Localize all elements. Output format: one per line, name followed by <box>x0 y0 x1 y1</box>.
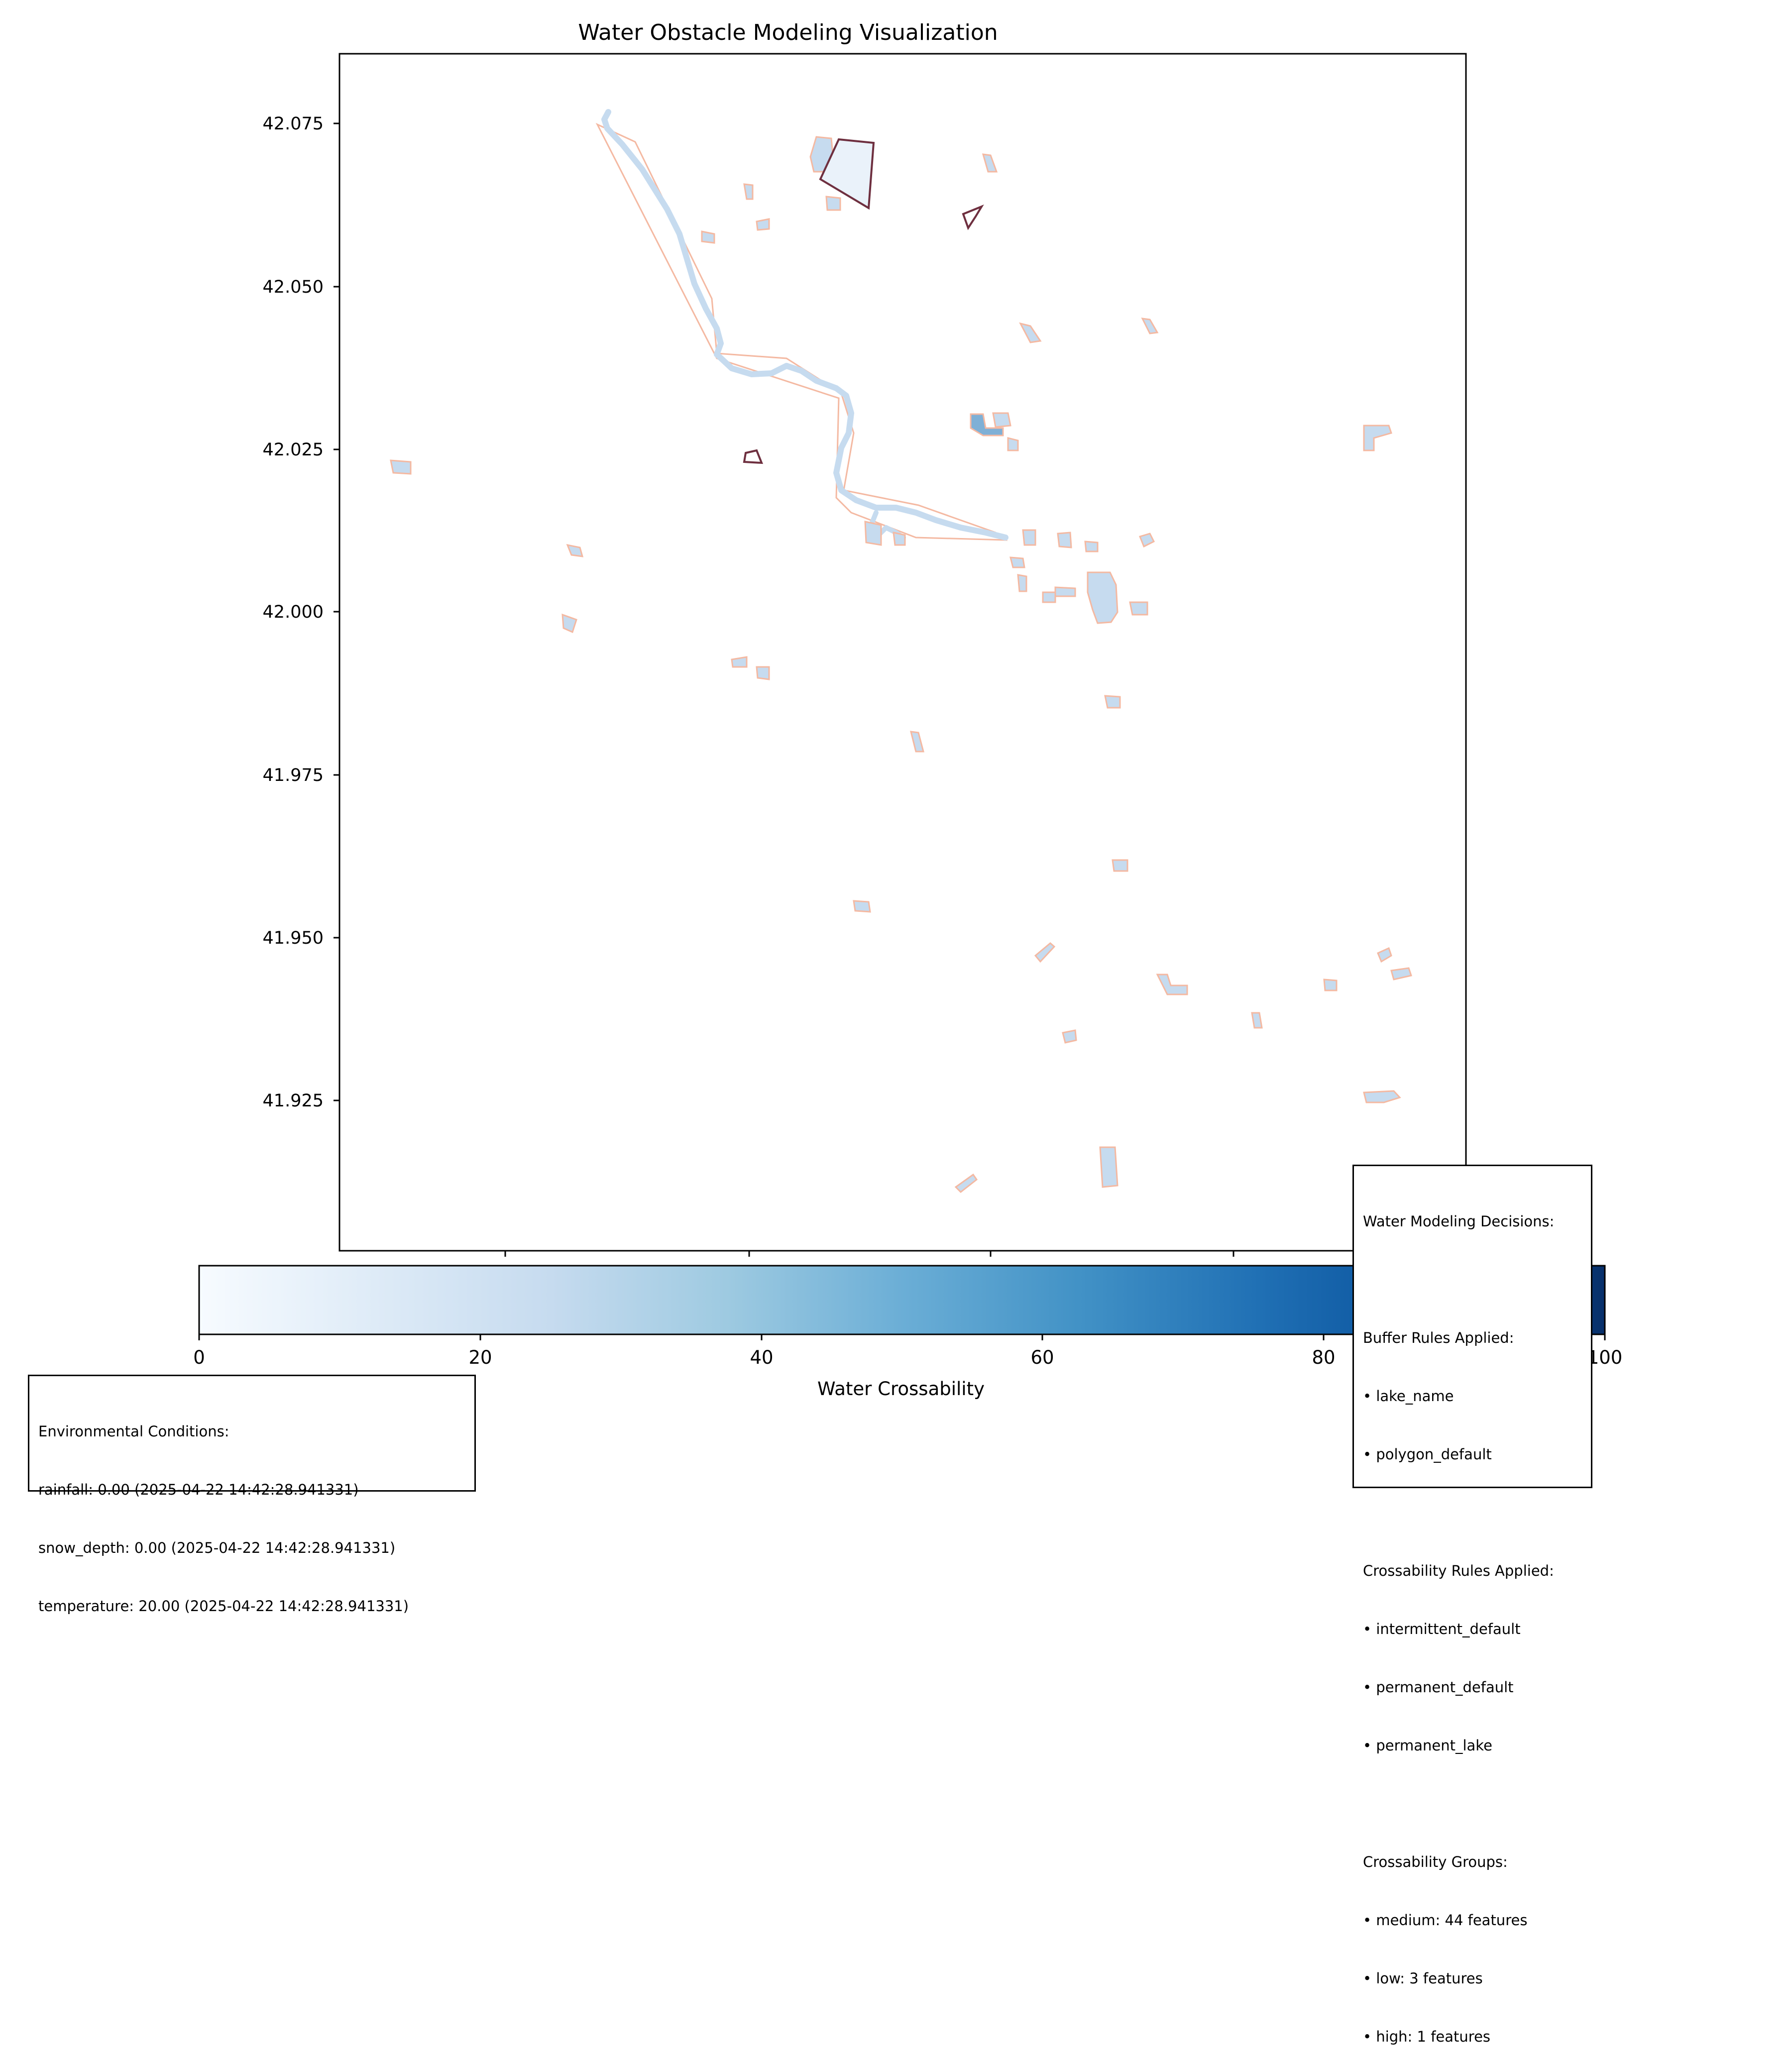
y-tick-label: 42.025 <box>263 440 324 460</box>
crossability-groups-heading: Crossability Groups: <box>1363 1853 1508 1870</box>
water-feature <box>566 544 584 557</box>
water-modeling-decisions-box: Water Modeling Decisions: Buffer Rules A… <box>1352 1165 1592 2045</box>
water-feature <box>1323 979 1338 991</box>
water-feature <box>1007 437 1019 451</box>
env-line-snow-depth: snow_depth: 0.00 (2025-04-22 14:42:28.94… <box>38 1539 396 1556</box>
colorbar-tick-label: 100 <box>1587 1347 1623 1368</box>
colorbar-label: Water Crossability <box>817 1378 985 1400</box>
crossability-rule-item: • permanent_default <box>1363 1679 1514 1696</box>
colorbar-tick-label: 20 <box>468 1347 492 1368</box>
y-tick-label: 41.950 <box>263 928 324 948</box>
map-area[interactable] <box>338 53 1467 1252</box>
y-tick-label: 42.050 <box>263 277 324 297</box>
water-feature <box>1054 586 1076 597</box>
buffer-rule-item: • lake_name <box>1363 1388 1454 1405</box>
water-feature <box>1377 947 1392 963</box>
water-feature <box>756 666 770 680</box>
crossability-group-item: • high: 1 features <box>1363 2028 1491 2045</box>
colorbar-tick-label: 0 <box>193 1347 205 1368</box>
crossability-rule-item: • intermittent_default <box>1363 1621 1521 1637</box>
zone-polygon-large <box>819 138 875 210</box>
zone-polygon-tiny <box>743 449 764 464</box>
x-axis <box>504 1251 1234 1257</box>
water-feature <box>701 230 715 244</box>
crossability-rule-item: • permanent_lake <box>1363 1737 1492 1754</box>
water-feature <box>1104 695 1121 709</box>
water-feature <box>1156 974 1188 995</box>
water-feature <box>864 521 882 546</box>
water-feature <box>1034 942 1056 963</box>
y-tick-label: 42.075 <box>263 114 324 134</box>
water-feature <box>1042 591 1056 603</box>
water-feature <box>992 412 1011 428</box>
map-frame <box>338 53 1467 1252</box>
buffer-rule-item: • polygon_default <box>1363 1446 1492 1463</box>
water-feature <box>390 459 412 475</box>
water-feature <box>1022 529 1036 546</box>
buffer-rules-heading: Buffer Rules Applied: <box>1363 1329 1514 1346</box>
water-feature <box>561 613 577 634</box>
y-tick-label: 41.975 <box>263 765 324 785</box>
zone-polygon-small <box>962 204 984 230</box>
water-feature <box>1363 425 1392 451</box>
water-feature <box>731 656 748 668</box>
water-feature <box>853 900 871 913</box>
water-feature <box>1017 574 1027 592</box>
water-feature <box>1363 1090 1401 1103</box>
water-feature <box>1062 1029 1077 1044</box>
water-feature <box>1251 1012 1263 1029</box>
y-axis: 42.075 42.050 42.025 42.000 41.975 41.95… <box>263 114 339 1111</box>
water-feature <box>743 183 754 200</box>
water-feature <box>1019 322 1042 343</box>
y-tick-label: 41.925 <box>263 1091 324 1111</box>
water-feature <box>1099 1146 1119 1188</box>
water-feature <box>982 153 998 173</box>
water-feature <box>910 731 924 753</box>
water-feature <box>1390 967 1412 980</box>
environmental-conditions-box: Environmental Conditions: rainfall: 0.00… <box>28 1375 476 1615</box>
water-feature <box>1009 556 1025 568</box>
crossability-rules-heading: Crossability Rules Applied: <box>1363 1562 1554 1579</box>
water-feature <box>1138 533 1155 548</box>
water-feature <box>954 1173 978 1193</box>
water-feature <box>1084 541 1099 552</box>
crossability-group-item: • low: 3 features <box>1363 1970 1483 1987</box>
water-feature <box>1087 571 1119 624</box>
water-feature <box>825 196 841 211</box>
env-line-temperature: temperature: 20.00 (2025-04-22 14:42:28.… <box>38 1598 409 1615</box>
water-feature <box>756 218 770 231</box>
colorbar-tick-label: 80 <box>1312 1347 1335 1368</box>
water-feature <box>1057 532 1072 548</box>
water-feature <box>1141 318 1159 334</box>
colorbar-tick-label: 40 <box>750 1347 773 1368</box>
chart-title: Water Obstacle Modeling Visualization <box>578 20 998 45</box>
water-feature <box>1112 859 1128 872</box>
water-feature <box>1129 601 1148 616</box>
env-line-rainfall: rainfall: 0.00 (2025-04-22 14:42:28.9413… <box>38 1481 359 1498</box>
crossability-group-item: • medium: 44 features <box>1363 1912 1528 1929</box>
decisions-heading: Water Modeling Decisions: <box>1363 1213 1555 1230</box>
colorbar-tick-label: 60 <box>1030 1347 1054 1368</box>
water-feature <box>893 532 906 546</box>
high-crossability-feature <box>970 413 1004 436</box>
env-heading: Environmental Conditions: <box>38 1423 229 1440</box>
y-tick-label: 42.000 <box>263 602 324 622</box>
river-line <box>601 109 1008 541</box>
figure-canvas: Water Obstacle Modeling Visualization <box>193 20 1623 1400</box>
